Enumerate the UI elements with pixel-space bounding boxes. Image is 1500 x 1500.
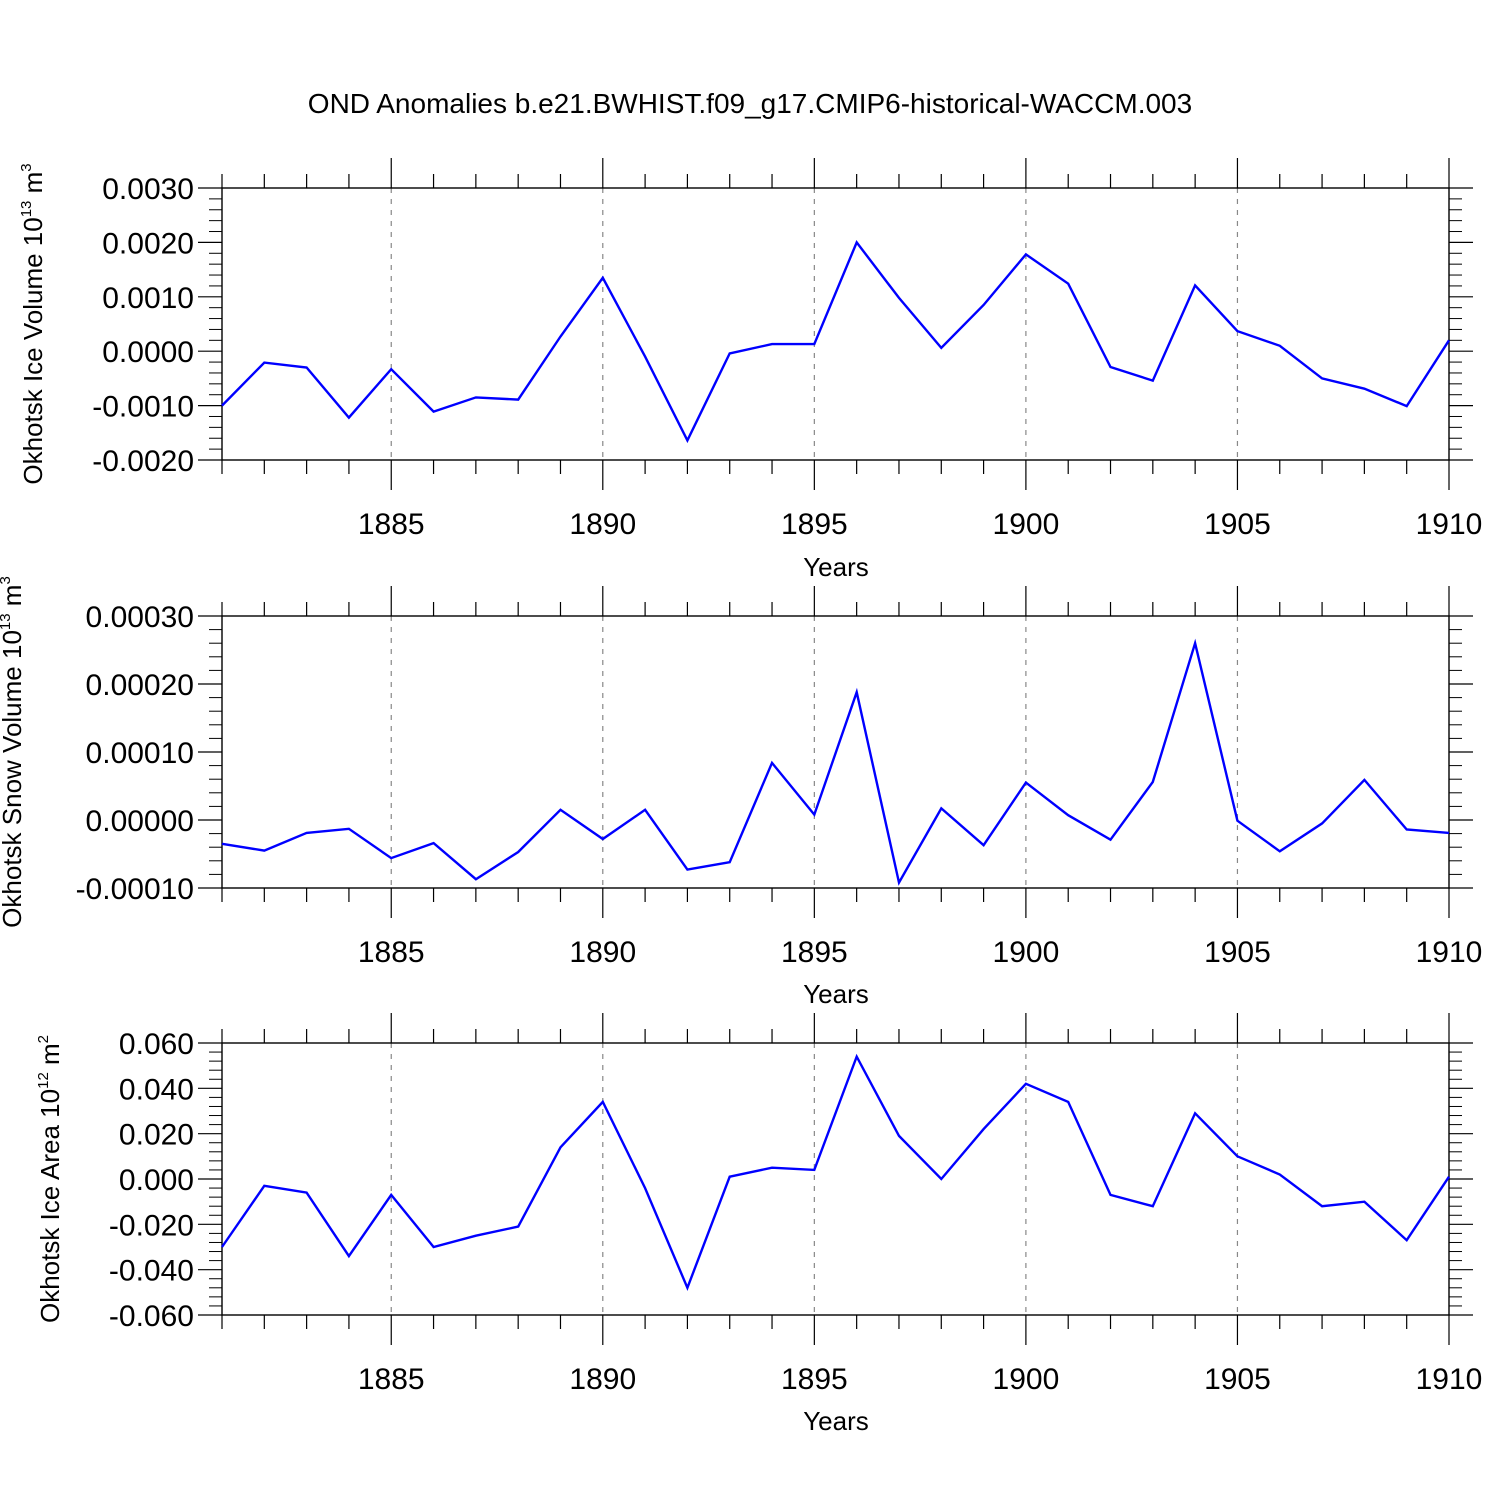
ice-volume-xtick-label: 1885 [358, 508, 425, 541]
snow-volume-xlabel: Years [803, 979, 869, 1009]
ice-volume-ytick-label: 0.0020 [102, 227, 194, 260]
ice-area-xtick-label: 1900 [993, 1363, 1060, 1396]
ice-area-xlabel: Years [803, 1406, 869, 1436]
ice-volume-ytick-label: 0.0030 [102, 173, 194, 206]
ice-area-series-line [221, 1053, 1450, 1292]
snow-volume-xtick-label: 1885 [358, 936, 425, 969]
snow-volume-ytick-label: 0.00000 [86, 805, 194, 838]
ice-area-xtick-label: 1895 [781, 1363, 848, 1396]
ice-volume-ytick-label: 0.0000 [102, 336, 194, 369]
ice-area-panel: Okhotsk Ice Area 1012 m2 Years -0.060 -0.… [35, 1013, 1482, 1436]
ice-area-ytick-label: 0.040 [119, 1073, 194, 1106]
ice-area-ytick-label: 0.020 [119, 1119, 194, 1152]
snow-volume-xtick-label: 1900 [993, 936, 1060, 969]
ice-area-ytick-label: -0.020 [109, 1209, 194, 1242]
ice-volume-xtick-label: 1890 [569, 508, 636, 541]
snow-volume-ytick-label: -0.00010 [76, 873, 194, 906]
figure-title: OND Anomalies b.e21.BWHIST.f09_g17.CMIP6… [308, 88, 1192, 119]
ice-area-ytick-label: 0.060 [119, 1028, 194, 1061]
snow-volume-series-line [221, 638, 1450, 886]
ice-volume-panel: Okhotsk Ice Volume 1013 m3 Years -0.0020… [18, 158, 1482, 582]
ice-volume-ytick-label: 0.0010 [102, 282, 194, 315]
ice-area-plot-frame [221, 1042, 1450, 1316]
snow-volume-xtick-label: 1895 [781, 936, 848, 969]
snow-volume-ytick-label: 0.00010 [86, 737, 194, 770]
snow-volume-xtick-label: 1910 [1416, 936, 1483, 969]
ice-volume-series-line [221, 240, 1451, 444]
ice-volume-xtick-label: 1910 [1416, 508, 1483, 541]
ice-area-xtick-label: 1890 [569, 1363, 636, 1396]
ice-volume-ylabel: Okhotsk Ice Volume 1013 m3 [18, 163, 48, 484]
snow-volume-ytick-label: 0.00020 [86, 669, 194, 702]
ice-volume-xtick-label: 1895 [781, 508, 848, 541]
ice-area-xtick-label: 1905 [1204, 1363, 1271, 1396]
ice-area-ytick-label: 0.000 [119, 1164, 194, 1197]
ice-volume-xlabel: Years [803, 552, 869, 582]
ice-volume-ytick-label: -0.0010 [92, 391, 194, 424]
snow-volume-panel: Okhotsk Snow Volume 1013 m3 Years -0.000… [0, 576, 1482, 1009]
ice-area-ytick-label: -0.040 [109, 1255, 194, 1288]
ice-area-ylabel: Okhotsk Ice Area 1012 m2 [35, 1035, 65, 1323]
ice-area-xtick-label: 1885 [358, 1363, 425, 1396]
ice-area-ytick-label: -0.060 [109, 1300, 194, 1333]
ice-area-xtick-label: 1910 [1416, 1363, 1483, 1396]
snow-volume-xtick-label: 1905 [1204, 936, 1271, 969]
ice-volume-xtick-label: 1900 [993, 508, 1060, 541]
ice-volume-plot-frame [221, 187, 1450, 461]
ice-volume-ytick-label: -0.0020 [92, 445, 194, 478]
ice-volume-xtick-label: 1905 [1204, 508, 1271, 541]
snow-volume-ylabel: Okhotsk Snow Volume 1013 m3 [0, 576, 27, 928]
snow-volume-xtick-label: 1890 [569, 936, 636, 969]
snow-volume-ytick-label: 0.00030 [86, 601, 194, 634]
